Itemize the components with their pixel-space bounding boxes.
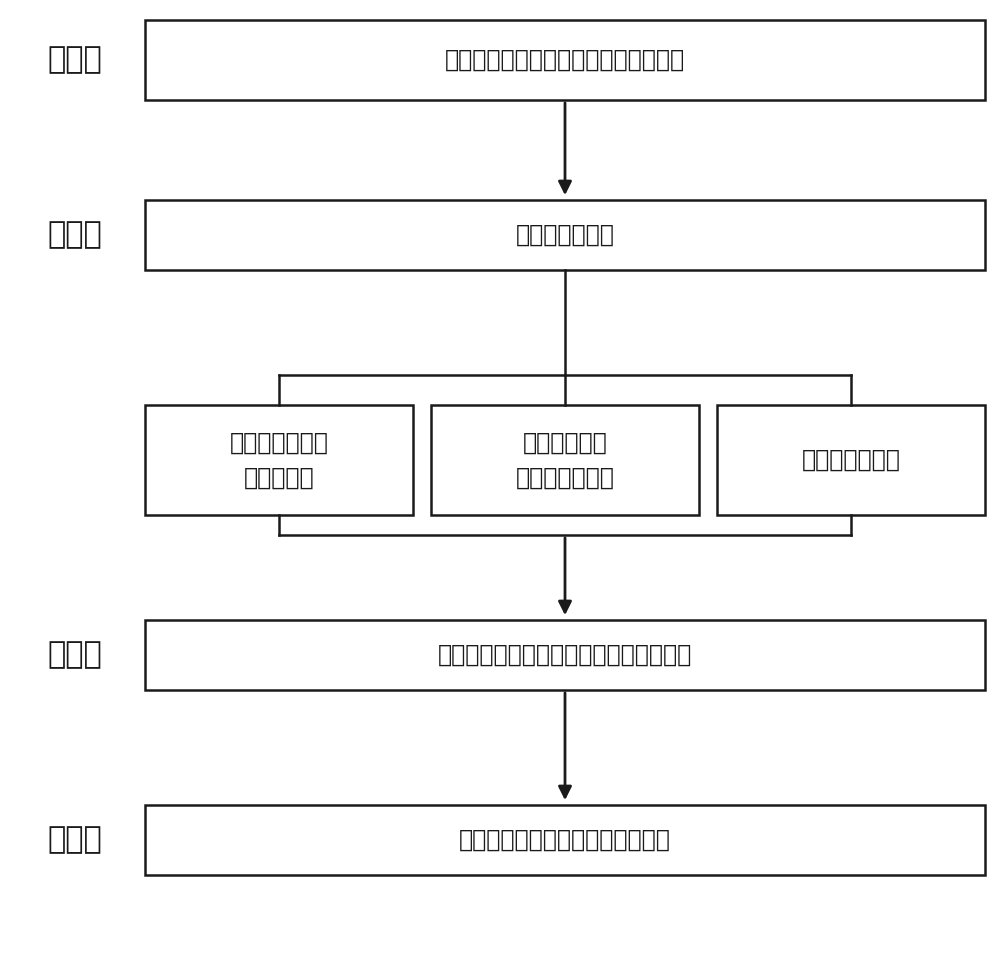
Text: 分析煤或天然焦
的宏观特征: 分析煤或天然焦 的宏观特征 [230, 430, 328, 489]
Text: 确定有煤和天然焦取芯及测井曲线钻井: 确定有煤和天然焦取芯及测井曲线钻井 [445, 48, 685, 72]
Bar [145, 620, 985, 690]
Text: 显微煤岩鉴定
判定煤或天然焦: 显微煤岩鉴定 判定煤或天然焦 [516, 430, 614, 489]
Text: 确定煤和天然焦不同测井曲线的数值范围: 确定煤和天然焦不同测井曲线的数值范围 [438, 643, 692, 667]
Bar [717, 405, 985, 515]
Text: 确定煤和天然焦: 确定煤和天然焦 [516, 223, 614, 247]
Text: 第一步: 第一步 [48, 45, 102, 74]
Text: 第二步: 第二步 [48, 220, 102, 250]
Text: 第四步: 第四步 [48, 825, 102, 854]
Text: 第三步: 第三步 [48, 641, 102, 670]
Bar [431, 405, 699, 515]
Bar [145, 20, 985, 100]
Bar [145, 200, 985, 270]
Text: 煤样的测试分析: 煤样的测试分析 [802, 448, 900, 472]
Bar [145, 405, 413, 515]
Text: 基于测井数据的煤或天然焦预测。: 基于测井数据的煤或天然焦预测。 [459, 828, 671, 852]
Bar [145, 805, 985, 875]
